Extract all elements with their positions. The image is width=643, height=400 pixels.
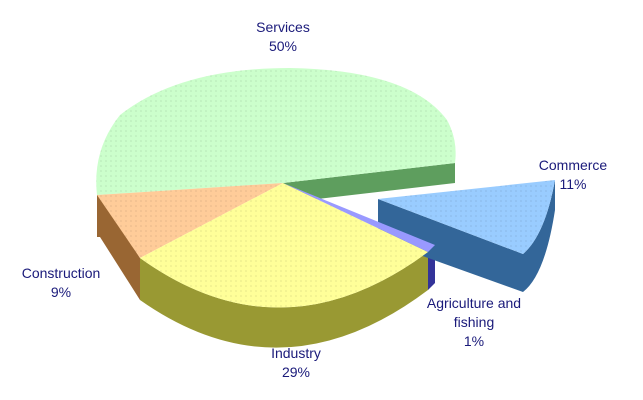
services-slice-side <box>283 163 455 203</box>
label-industry-name: Industry <box>271 345 321 361</box>
construction-slice-side <box>97 195 140 300</box>
label-construction-name: Construction <box>22 265 101 281</box>
label-agriculture-name-line2: fishing <box>454 314 494 330</box>
label-commerce-name: Commerce <box>539 157 608 173</box>
services-slice-texture <box>96 68 456 195</box>
label-commerce-value: 11% <box>560 176 587 192</box>
industry-slice-side <box>140 252 428 348</box>
industry-slice-texture <box>140 183 428 308</box>
label-services-value: 50% <box>269 38 297 54</box>
label-construction-value: 9% <box>51 284 71 300</box>
commerce-slice-texture <box>378 180 555 254</box>
label-agriculture-value: 1% <box>464 333 484 349</box>
commerce-slice-side <box>378 180 555 292</box>
construction-slice-texture <box>97 183 283 258</box>
label-services-name: Services <box>256 19 310 35</box>
label-industry-value: 29% <box>282 364 310 380</box>
label-agriculture-name-line1: Agriculture and <box>427 295 521 311</box>
agriculture-slice <box>283 183 435 252</box>
